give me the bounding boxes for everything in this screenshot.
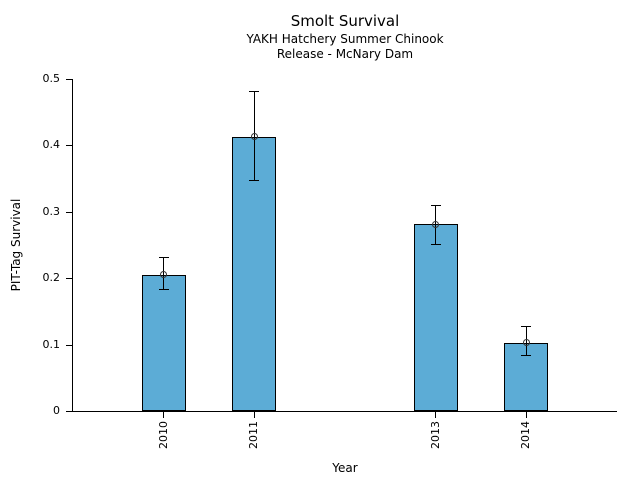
- bar: [141, 274, 186, 411]
- y-tick-label: 0: [53, 404, 60, 417]
- point-marker: [432, 220, 440, 228]
- y-tick-label: 0.2: [42, 271, 61, 285]
- y-tick-label: 0.4: [42, 138, 61, 152]
- error-bar-cap-bottom: [521, 355, 532, 357]
- bar: [413, 224, 458, 411]
- y-tick-label: 0.5: [42, 72, 61, 85]
- y-tick: [66, 145, 72, 147]
- error-bar-cap-top: [521, 326, 532, 327]
- error-bar-cap-bottom: [249, 179, 260, 181]
- chart-title: Smolt Survival: [290, 12, 400, 30]
- x-axis-line: [72, 411, 617, 412]
- error-bar-cap-top: [249, 90, 260, 92]
- title-block: Smolt Survival YAKH Hatchery Summer Chin…: [73, 11, 617, 61]
- x-tick-label: 2013: [428, 421, 442, 449]
- x-tick-label: 2011: [247, 421, 261, 449]
- x-tick-label: 2010: [156, 421, 170, 449]
- y-tick: [66, 79, 72, 80]
- error-bar-cap-top: [430, 205, 441, 207]
- x-tick: [253, 412, 255, 418]
- x-tick: [435, 412, 437, 418]
- y-tick: [66, 278, 72, 280]
- x-tick: [525, 412, 527, 418]
- error-bar-cap-top: [158, 256, 169, 258]
- error-bar-cap-bottom: [430, 244, 441, 246]
- y-tick: [66, 344, 72, 346]
- chart-subtitle-line2: Release - McNary Dam: [276, 46, 414, 61]
- point-marker: [522, 339, 530, 347]
- chart-subtitle-line1: YAKH Hatchery Summer Chinook: [246, 32, 444, 46]
- error-bar-cap-bottom: [158, 289, 169, 291]
- y-tick-label: 0.3: [42, 204, 61, 218]
- y-axis-line: [72, 79, 73, 412]
- y-tick: [66, 411, 72, 412]
- y-tick-label: 0.1: [42, 337, 61, 351]
- point-marker: [250, 133, 258, 141]
- point-marker: [160, 271, 168, 279]
- y-tick: [66, 211, 72, 213]
- x-tick-label: 2014: [519, 421, 533, 449]
- bar: [232, 136, 277, 411]
- x-tick: [163, 412, 165, 418]
- x-axis-label: Year: [332, 461, 358, 475]
